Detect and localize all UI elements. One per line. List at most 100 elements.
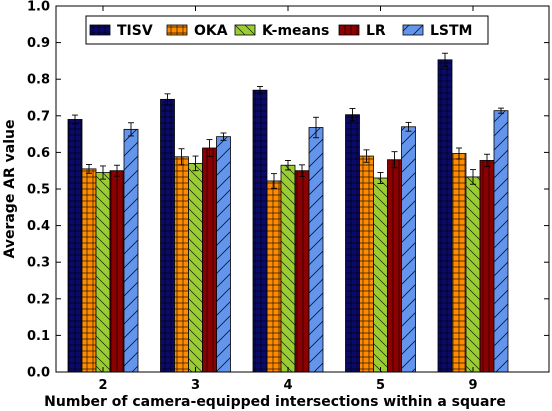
error-bar-lstm-9 (498, 107, 504, 114)
y-tick-label: 0.7 (27, 109, 50, 124)
x-axis-label: Number of camera-equipped intersections … (44, 394, 506, 410)
y-tick-label: 0.5 (27, 183, 50, 198)
y-tick-label: 0.2 (27, 292, 50, 307)
bar-tisv-4 (252, 89, 268, 373)
legend: TISV OKA K-means LR LSTM (85, 15, 489, 45)
y-axis-label: Average AR value (2, 119, 18, 258)
error-bar-lstm-3 (220, 132, 227, 141)
error-bar-lr-5 (391, 151, 398, 169)
error-bar-oka-4 (271, 173, 277, 189)
legend-item-oka: OKA (166, 23, 228, 39)
bar-oka-2 (81, 168, 97, 373)
error-bar-tisv-4 (257, 86, 263, 95)
bar-hatch (452, 153, 466, 372)
error-bar-lr-2 (114, 164, 120, 177)
bar-lstm-2 (123, 128, 139, 373)
bar-hatch (466, 176, 480, 372)
bar-hatch (401, 126, 416, 372)
error-bar-oka-2 (86, 164, 92, 174)
bar-lr-3 (202, 147, 217, 373)
bar-hatch (387, 159, 402, 372)
error-bar-tisv-5 (349, 108, 356, 122)
bar-hatch (68, 119, 82, 373)
legend-label: OKA (194, 23, 228, 39)
y-tick-label: 0.3 (27, 256, 50, 271)
x-tick-label: 5 (376, 378, 385, 393)
bar-hatch (309, 127, 323, 373)
legend-swatch-hatch (90, 25, 110, 35)
error-bar-k-means-5 (377, 172, 384, 184)
x-tick-label: 2 (98, 378, 107, 393)
error-bar-k-means-2 (100, 165, 106, 180)
legend-item-k-means: K-means (234, 23, 329, 39)
bar-k-means-2 (95, 172, 111, 373)
error-bar-oka-9 (456, 147, 462, 160)
bar-tisv-2 (67, 119, 83, 373)
bar-lr-9 (479, 160, 495, 373)
error-bar-lr-9 (484, 153, 490, 168)
bar-hatch (216, 136, 231, 372)
legend-item-lr: LR (338, 23, 386, 39)
bar-oka-9 (451, 153, 467, 373)
bars-layer (67, 59, 509, 373)
bar-hatch (253, 90, 267, 373)
legend-label: LSTM (430, 23, 473, 39)
bar-hatch (110, 170, 124, 372)
bar-hatch (494, 110, 508, 373)
legend-swatch-hatch (167, 25, 187, 35)
error-bar-tisv-9 (442, 52, 448, 67)
bar-lstm-4 (308, 127, 324, 373)
error-bar-k-means-4 (285, 160, 291, 171)
error-bar-oka-5 (363, 149, 370, 163)
error-bar-k-means-3 (192, 155, 199, 172)
bar-hatch (345, 114, 360, 373)
bar-hatch (96, 172, 110, 372)
error-bar-lr-4 (299, 164, 305, 178)
bar-k-means-5 (373, 177, 388, 373)
y-tick-label: 0.8 (27, 73, 50, 88)
y-axis: 0.0 0.1 0.2 0.3 0.4 0.5 0.6 0.7 0.8 0.9 1.0 (27, 0, 549, 381)
bar-tisv-9 (437, 59, 453, 373)
legend-swatch-hatch (403, 25, 423, 35)
y-tick-label: 0.1 (27, 329, 50, 344)
y-tick-label: 0.4 (27, 219, 50, 234)
bar-hatch (174, 156, 189, 372)
y-tick-label: 0.0 (27, 366, 50, 381)
bar-hatch (124, 129, 138, 372)
bar-hatch (82, 168, 96, 372)
bar-hatch (359, 156, 374, 372)
legend-item-lstm: LSTM (402, 23, 473, 39)
bar-hatch (160, 99, 175, 372)
error-bar-tisv-3 (164, 93, 171, 106)
bar-hatch (188, 163, 203, 372)
bar-hatch (480, 160, 494, 372)
bar-hatch (373, 178, 388, 372)
bar-k-means-9 (465, 176, 481, 373)
bar-lr-4 (294, 170, 310, 373)
bar-tisv-3 (160, 98, 175, 373)
legend-label: TISV (117, 23, 153, 39)
legend-items: TISV OKA K-means LR LSTM (89, 23, 473, 39)
y-tick-label: 1.0 (27, 0, 50, 15)
bar-hatch (267, 180, 281, 372)
x-tick-label: 3 (191, 378, 200, 393)
legend-swatch-hatch (235, 25, 255, 35)
bar-lstm-5 (401, 126, 416, 373)
bar-hatch (202, 148, 217, 372)
bar-lstm-3 (216, 136, 231, 373)
bar-k-means-4 (280, 164, 296, 373)
error-bar-lstm-5 (405, 121, 412, 132)
error-bar-oka-3 (178, 148, 185, 166)
x-axis: 2 3 4 5 9 (98, 6, 478, 393)
legend-label: LR (366, 23, 386, 39)
y-tick-label: 0.6 (27, 146, 50, 161)
bar-hatch (295, 170, 309, 372)
error-bar-lstm-2 (128, 122, 134, 137)
bar-hatch (438, 59, 452, 372)
legend-item-tisv: TISV (89, 23, 153, 39)
error-bar-tisv-2 (72, 114, 78, 125)
x-tick-label: 4 (283, 378, 292, 393)
y-tick-label: 0.9 (27, 36, 50, 51)
